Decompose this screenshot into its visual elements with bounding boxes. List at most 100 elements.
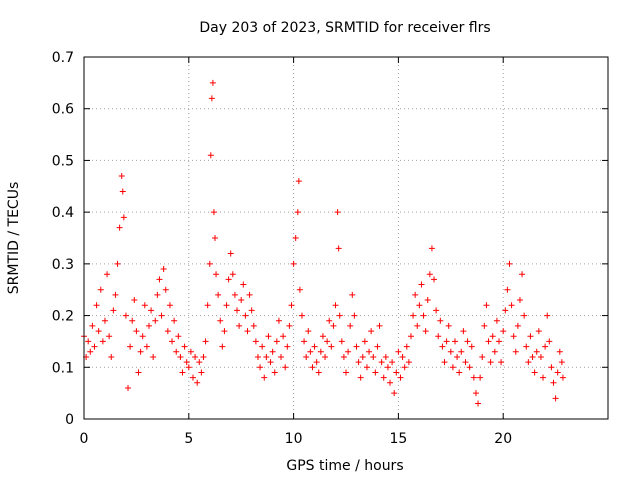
y-tick-label: 0.2 [52, 309, 74, 325]
data-point [269, 348, 276, 355]
data-point [143, 343, 150, 350]
data-point [349, 291, 356, 298]
data-point [101, 317, 108, 324]
y-tick-label: 0.5 [52, 153, 74, 169]
data-point [527, 333, 534, 340]
data-point [389, 359, 396, 366]
data-point [531, 369, 538, 376]
data-point [343, 369, 349, 376]
data-point [119, 188, 126, 195]
data-point [212, 235, 218, 241]
data-point [240, 281, 247, 288]
data-point [556, 348, 563, 355]
data-point [477, 374, 484, 381]
data-point [238, 297, 245, 304]
data-point [298, 312, 305, 319]
data-point [307, 348, 314, 355]
data-point [169, 338, 176, 345]
data-point [514, 322, 521, 329]
data-point [248, 307, 255, 314]
data-point [217, 317, 224, 324]
data-point [464, 338, 471, 345]
data-point [496, 338, 503, 345]
data-point [483, 302, 490, 309]
data-point [485, 338, 492, 345]
data-point [160, 266, 167, 273]
data-point [338, 338, 345, 345]
data-point [449, 364, 456, 371]
data-point [315, 369, 322, 376]
data-point [481, 322, 488, 329]
data-point [426, 271, 433, 278]
data-point [437, 317, 444, 324]
data-point [479, 353, 486, 360]
data-point [313, 359, 320, 366]
data-point [294, 209, 301, 216]
chart-title: Day 203 of 2023, SRMTID for receiver flr… [199, 20, 490, 36]
data-point [376, 322, 383, 329]
data-point [468, 343, 475, 350]
data-point [361, 338, 368, 345]
data-point [559, 374, 566, 381]
data-point [347, 322, 354, 329]
data-point [244, 328, 251, 335]
data-point [322, 353, 329, 360]
data-point [181, 343, 188, 350]
data-point [506, 260, 513, 267]
data-point [552, 395, 559, 402]
data-point [451, 338, 458, 345]
data-point [263, 353, 270, 360]
data-point [267, 359, 274, 366]
data-point [271, 369, 278, 376]
y-tick-label: 0.7 [52, 50, 74, 66]
x-tick-labels: 0 5 10 15 20 [80, 431, 513, 447]
data-point [548, 364, 555, 371]
data-point [370, 353, 377, 360]
data-point [372, 369, 379, 376]
data-point [156, 276, 163, 283]
data-point [456, 369, 463, 376]
data-point [512, 348, 519, 355]
data-point [135, 369, 142, 376]
data-point [380, 374, 387, 381]
data-point [280, 333, 287, 340]
data-points [81, 79, 566, 407]
data-point [544, 312, 551, 319]
data-point [393, 369, 400, 376]
data-point [351, 312, 358, 319]
data-point [215, 291, 222, 298]
data-point [133, 328, 140, 335]
data-point [194, 379, 201, 386]
data-point [282, 364, 289, 371]
data-point [305, 328, 312, 335]
data-point [387, 379, 394, 386]
data-point [441, 359, 448, 366]
data-point [368, 328, 375, 335]
data-point [290, 260, 297, 267]
data-point [278, 353, 285, 360]
data-point [236, 322, 243, 329]
data-point [443, 338, 450, 345]
data-point [554, 369, 561, 376]
data-point [242, 312, 249, 319]
data-point [489, 333, 496, 340]
data-point [537, 353, 544, 360]
data-point [288, 302, 295, 309]
data-point [475, 400, 482, 407]
data-point [410, 312, 417, 319]
data-point [428, 245, 435, 252]
data-point [523, 343, 530, 350]
data-point [87, 348, 94, 355]
data-point [183, 359, 190, 366]
data-point [148, 307, 155, 314]
data-point [493, 317, 500, 324]
data-point [508, 302, 515, 309]
data-point [366, 348, 373, 355]
data-point [374, 343, 381, 350]
data-point [116, 224, 123, 231]
data-point [250, 322, 257, 329]
data-point [95, 328, 102, 335]
data-point [89, 322, 96, 329]
data-point [177, 353, 184, 360]
data-point [295, 178, 302, 185]
